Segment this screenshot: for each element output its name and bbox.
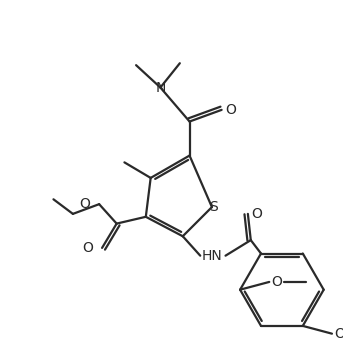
Text: O: O (334, 327, 343, 341)
Text: O: O (82, 241, 93, 255)
Text: O: O (225, 103, 236, 117)
Text: O: O (80, 197, 91, 211)
Text: O: O (272, 275, 283, 289)
Text: S: S (210, 200, 218, 214)
Text: N: N (155, 80, 166, 94)
Text: HN: HN (202, 249, 222, 263)
Text: O: O (251, 207, 262, 221)
